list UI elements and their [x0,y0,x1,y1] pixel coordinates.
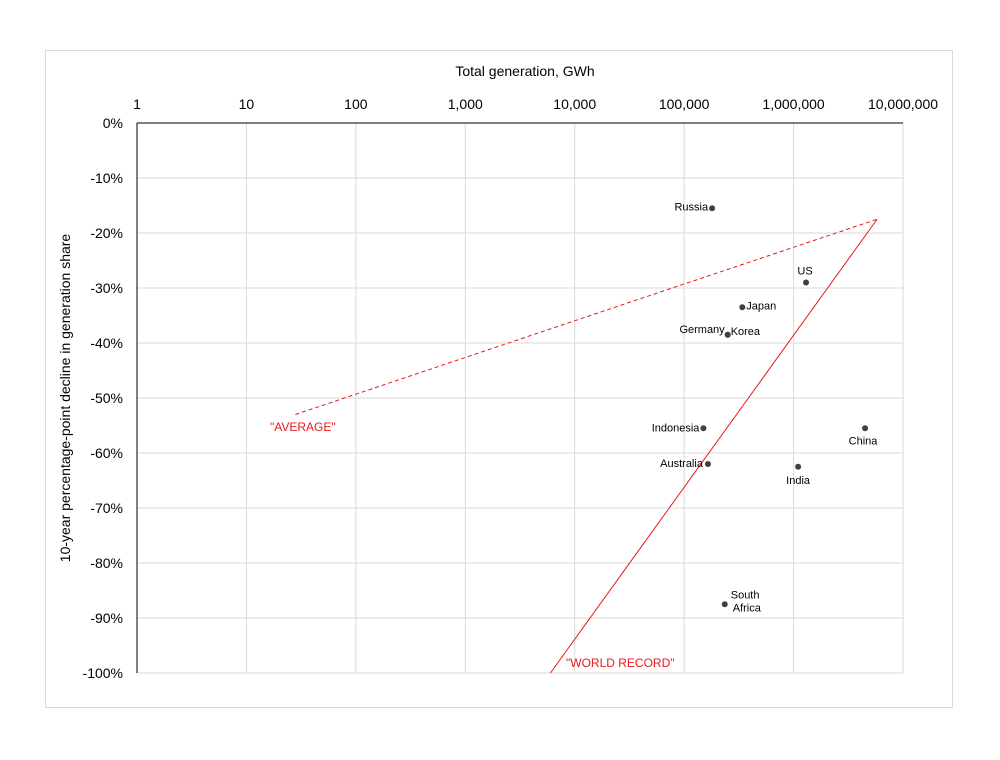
label-india: India [786,475,811,487]
y-tick-label: -70% [90,500,123,516]
y-tick-label: 0% [103,115,123,131]
axes [136,122,903,673]
x-tick-label: 10 [239,96,255,112]
label-us: US [797,266,812,278]
world-record-line [550,218,878,674]
label-australia: Australia [660,458,704,470]
y-tick-label: -20% [90,225,123,241]
label-south-africa: South Africa [731,589,762,614]
x-tick-label: 100 [344,96,368,112]
point-indonesia [700,425,707,432]
data-points: Russia US Japan Germany Korea Indonesia China A… [652,201,879,614]
label-germany: Germany [679,324,725,336]
point-us [803,279,810,286]
x-tick-label: 1 [133,96,141,112]
point-china [862,425,869,432]
x-tick-label: 1,000 [448,96,483,112]
y-tick-label: -90% [90,610,123,626]
y-tick-label: -80% [90,555,123,571]
point-australia [704,461,711,467]
y-tick-label: -60% [90,445,123,461]
label-korea: Korea [731,326,761,338]
point-india [795,463,802,470]
average-label: "AVERAGE" [270,420,336,434]
x-axis-title: Total generation, GWh [455,63,594,79]
label-indonesia: Indonesia [652,422,701,434]
world-record-label: "WORLD RECORD" [566,656,675,670]
point-korea [724,331,731,338]
x-tick-label: 10,000,000 [868,96,938,112]
y-tick-label: -10% [90,170,123,186]
average-line [295,218,878,415]
chart-frame [45,50,953,708]
label-japan: Japan [746,300,776,312]
x-tick-label: 1,000,000 [762,96,824,112]
y-tick-label: -100% [83,665,123,681]
x-tick-labels: 1 10 100 1,000 10,000 100,000 1,000,000 10,000,… [133,96,938,112]
gridlines [137,123,904,674]
label-russia: Russia [674,201,709,213]
x-tick-label: 100,000 [659,96,710,112]
y-tick-labels: 0% -10% -20% -30% -40% -50% -60% -70% -80% -90% -1… [83,115,123,681]
x-tick-label: 10,000 [553,96,596,112]
y-tick-label: -40% [90,335,123,351]
point-south-africa [721,601,728,608]
y-tick-label: -30% [90,280,123,296]
label-china: China [849,435,879,447]
point-japan [739,304,746,311]
y-axis-title: 10-year percentage-point decline in gene… [57,234,73,563]
point-russia [709,205,716,212]
reference-lines: "AVERAGE" "WORLD RECORD" [270,218,878,674]
y-tick-label: -50% [90,390,123,406]
